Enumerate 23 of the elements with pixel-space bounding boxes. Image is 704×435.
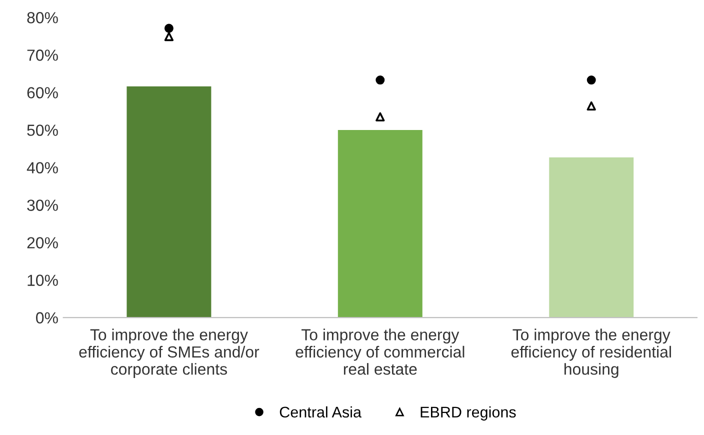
bar [549, 157, 634, 318]
y-tick-label: 60% [27, 87, 58, 98]
y-tick-label: 40% [26, 162, 58, 174]
x-tick-label: To improve the energy efficiency of SMEs and/or corporate clients [79, 328, 260, 378]
point [164, 32, 174, 42]
legend-label: Central Asia [280, 406, 362, 418]
x-tick-label: To improve the energy efficiency of residential housing [511, 328, 671, 378]
y-tick-label: 20% [27, 237, 58, 248]
y-tick-label: 10% [28, 274, 58, 286]
point [586, 76, 596, 85]
y-tick-label: 80% [27, 12, 58, 24]
y-tick-label: 50% [27, 124, 58, 136]
bar [338, 130, 422, 318]
point [376, 76, 385, 85]
y-tick-label: 0% [36, 312, 58, 324]
legend-label: EBRD regions [420, 406, 516, 421]
bar [126, 86, 212, 318]
y-tick-label: 30% [27, 200, 58, 211]
x-tick-label: To improve the energy efficiency of commercial real estate [296, 328, 464, 375]
point [586, 101, 596, 111]
y-tick-label: 70% [27, 50, 58, 61]
point [376, 112, 385, 122]
point [164, 24, 174, 33]
